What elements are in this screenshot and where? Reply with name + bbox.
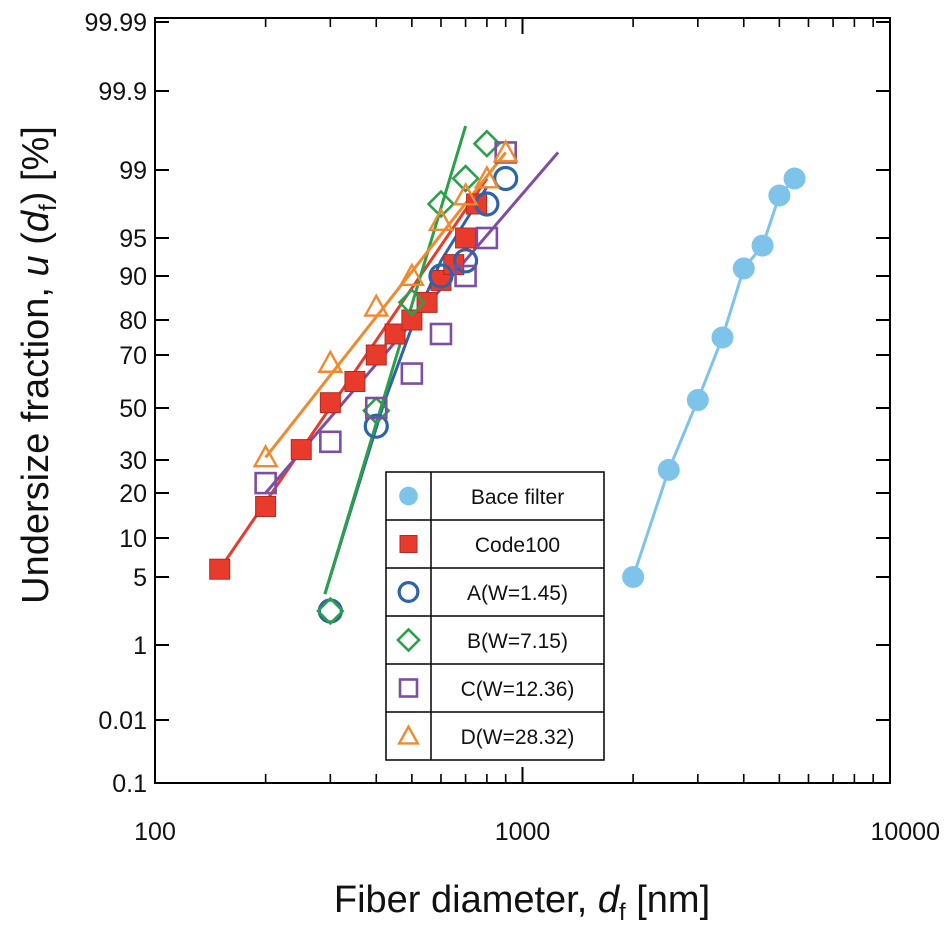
y-tick-label: 30 [119, 447, 147, 475]
series-4-point [364, 396, 388, 420]
series-5-point [398, 262, 425, 286]
series-0-point [732, 257, 755, 280]
series-3-point [316, 596, 345, 626]
legend-marker-5 [397, 724, 420, 745]
series-1-point [455, 227, 477, 249]
series-4-point [429, 322, 453, 346]
y-tick-label: 0.01 [98, 707, 147, 735]
y-axis-title: Undersize fraction, u (df) [%] [15, 126, 62, 604]
series-0-point [657, 458, 680, 481]
x-axis-title-suffix: [nm] [626, 879, 710, 921]
series-5-point [363, 293, 390, 317]
y-tick-label: 90 [119, 263, 147, 291]
data-markers [209, 129, 806, 626]
y-axis-title-close: ) [%] [15, 126, 57, 204]
legend-marker-1 [399, 535, 418, 553]
x-tick-label: 100 [134, 818, 176, 846]
series-4-point [254, 471, 277, 495]
series-line-3 [323, 125, 468, 595]
series-2-point [363, 413, 389, 439]
series-3-point [451, 164, 480, 193]
y-tick-label: 70 [119, 342, 147, 370]
series-1-point [416, 291, 438, 313]
series-0-point [622, 566, 645, 588]
legend-label-5: D(W=28.32) [461, 726, 575, 749]
x-axis-title: Fiber diameter, df [nm] [334, 879, 710, 926]
series-5-point [492, 138, 519, 163]
series-2-point [493, 165, 519, 192]
y-tick-label: 99.99 [84, 9, 147, 37]
y-tick-label: 80 [119, 307, 147, 335]
y-tick-label: 95 [119, 225, 147, 253]
y-axis-title-var: d [15, 209, 57, 232]
x-axis: 100 1000 10000 [134, 18, 940, 846]
series-5-point [317, 349, 344, 373]
series-3-point [397, 288, 427, 317]
series-0-point [768, 184, 791, 207]
series-0-point [783, 167, 806, 190]
y-tick-label: 20 [119, 480, 147, 508]
y-tick-label: 5 [133, 564, 147, 592]
series-2-point [452, 248, 479, 274]
y-tick-label: 1 [133, 632, 147, 660]
series-0-point [751, 234, 774, 257]
legend-marker-3 [396, 627, 421, 653]
series-1-point [319, 392, 341, 414]
legend-marker-0 [399, 486, 418, 506]
y-axis-title-prefix: Undersize fraction, [15, 276, 57, 603]
series-1-point [401, 309, 423, 331]
x-axis-title-symbol: d [598, 879, 621, 921]
series-2-point [428, 263, 454, 289]
y-axis-title-subscript: f [35, 204, 62, 211]
series-3-point [472, 129, 502, 158]
series-1-point [255, 496, 277, 517]
y-tick-label: 99 [119, 157, 147, 185]
series-5-point [427, 207, 455, 232]
y-axis: 99.99 99.9 99 95 90 80 70 50 30 20 10 5 1 0.01 0.1 [84, 9, 890, 798]
series-5-point [473, 165, 500, 189]
series-3-point [426, 189, 456, 219]
series-1-point [384, 323, 406, 345]
legend-label-4: C(W=12.36) [461, 678, 575, 701]
legend-label-2: A(W=1.45) [467, 582, 568, 605]
legend-marker-2 [397, 581, 420, 603]
series-4-point [475, 226, 499, 250]
y-tick-label: 99.9 [98, 78, 147, 106]
x-tick-label: 1000 [495, 818, 551, 846]
series-0-point [686, 389, 709, 412]
y-tick-label: 50 [119, 395, 147, 423]
series-1-point [344, 371, 366, 392]
x-axis-title-subscript: f [619, 899, 626, 926]
series-1-point [290, 439, 312, 461]
legend-marker-4 [398, 678, 419, 698]
x-tick-label: 10000 [870, 818, 940, 846]
series-2-point [317, 598, 343, 624]
series-3-point [362, 396, 391, 425]
series-1-point [209, 558, 231, 580]
x-axis-title-prefix: Fiber diameter, [334, 879, 598, 921]
legend: Bace filter Code100 A(W=1.45) B(W=7.15) C(W=… [385, 471, 605, 761]
series-4-point [400, 362, 424, 385]
series-5-point [452, 182, 479, 206]
series-0-point [711, 326, 734, 349]
y-axis-title-open: ( [15, 232, 57, 256]
y-tick-label: 10 [119, 525, 147, 553]
series-1-point [365, 344, 387, 366]
series-4-point [454, 264, 477, 288]
series-5-point [252, 443, 279, 468]
y-tick-label: 0.1 [112, 770, 147, 798]
series-4-point [319, 430, 342, 454]
legend-label-3: B(W=7.15) [467, 630, 568, 653]
y-axis-title-symbol: u [15, 255, 57, 276]
legend-label-1: Code100 [475, 534, 560, 557]
legend-label-0: Bace filter [471, 486, 564, 509]
